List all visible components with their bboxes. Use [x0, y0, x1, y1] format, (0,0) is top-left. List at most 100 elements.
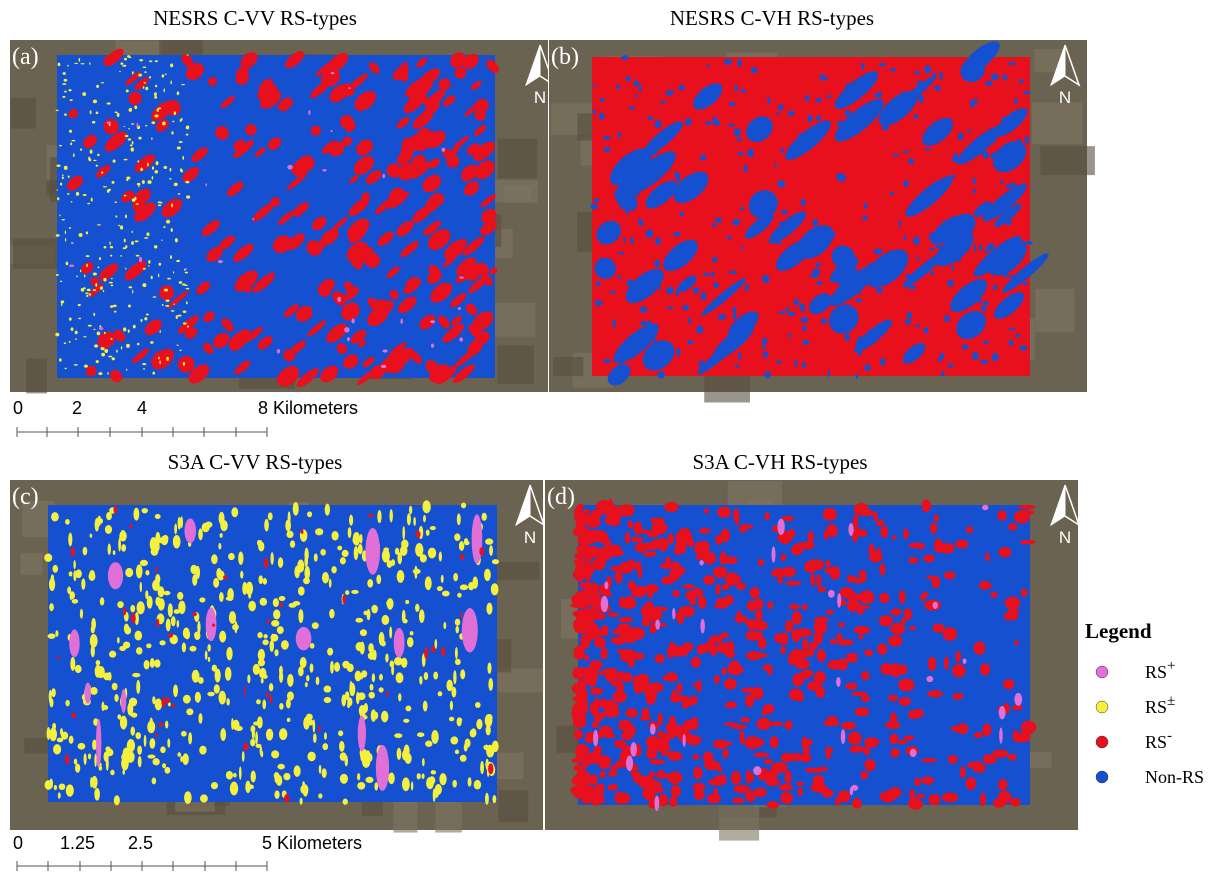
texture [838, 622, 845, 627]
texture [424, 648, 428, 659]
legend-label: Non-RS [1145, 767, 1204, 787]
texture [58, 63, 61, 67]
texture [785, 620, 793, 632]
texture [698, 596, 707, 608]
texture [170, 80, 171, 84]
texture [163, 535, 169, 542]
texture [259, 575, 264, 584]
texture [69, 227, 71, 229]
texture [271, 750, 279, 758]
texture [122, 770, 124, 775]
texture [601, 538, 611, 546]
texture [488, 727, 491, 733]
texture [948, 755, 958, 764]
texture [347, 337, 350, 341]
texture [219, 592, 224, 602]
texture [173, 303, 174, 305]
texture [187, 326, 189, 328]
texture [611, 637, 628, 645]
texture [306, 675, 309, 681]
texture [298, 586, 305, 595]
texture [652, 539, 661, 546]
texture [459, 337, 463, 341]
texture [714, 603, 728, 609]
texture [814, 671, 826, 684]
texture [915, 71, 920, 75]
texture [322, 169, 326, 172]
image-texture [498, 139, 537, 179]
texture [173, 684, 178, 697]
texture [226, 771, 233, 780]
texture [796, 693, 804, 702]
texture [124, 159, 128, 161]
texture [109, 651, 116, 658]
texture [287, 165, 293, 170]
texture [107, 102, 111, 104]
texture [182, 753, 189, 765]
texture [828, 370, 830, 377]
texture [257, 716, 263, 728]
texture [62, 176, 64, 179]
texture [331, 72, 335, 74]
scale-label: 0 [13, 398, 23, 418]
texture [69, 130, 72, 133]
texture [147, 180, 151, 184]
texture [124, 195, 127, 197]
texture [310, 663, 314, 672]
texture [152, 166, 154, 170]
texture [658, 286, 661, 290]
texture [169, 178, 172, 179]
texture [979, 270, 984, 274]
texture [468, 777, 472, 786]
texture [766, 202, 772, 207]
texture [159, 640, 165, 645]
texture [816, 281, 823, 285]
texture [713, 120, 720, 126]
texture [345, 590, 349, 595]
texture [909, 543, 925, 549]
texture [861, 63, 864, 70]
texture [65, 754, 69, 765]
texture [848, 523, 853, 536]
texture [651, 607, 668, 612]
texture [86, 295, 88, 297]
texture [767, 667, 773, 675]
texture [932, 624, 944, 633]
texture [112, 683, 118, 690]
texture [132, 71, 134, 74]
texture [455, 647, 458, 659]
texture [120, 62, 123, 65]
texture [986, 263, 992, 268]
texture [692, 191, 696, 195]
texture [169, 605, 172, 610]
texture [579, 608, 591, 620]
texture [460, 584, 468, 590]
texture [792, 611, 802, 625]
texture [741, 246, 744, 249]
texture [81, 578, 85, 590]
texture [917, 257, 920, 261]
texture [377, 510, 381, 523]
texture [138, 756, 142, 767]
texture [102, 705, 108, 710]
texture [888, 695, 898, 702]
texture [422, 500, 430, 513]
texture [625, 532, 630, 544]
texture [774, 163, 776, 167]
texture [654, 795, 659, 811]
texture [226, 647, 232, 660]
texture [914, 778, 921, 786]
texture [640, 321, 648, 326]
texture [421, 773, 424, 779]
texture [173, 535, 181, 549]
texture [645, 279, 647, 286]
texture [855, 373, 858, 379]
texture [699, 560, 704, 565]
texture [1008, 754, 1017, 761]
texture [788, 111, 795, 116]
texture [74, 759, 78, 765]
texture [455, 750, 459, 755]
texture [642, 708, 650, 719]
texture [337, 546, 342, 551]
texture [389, 626, 392, 638]
